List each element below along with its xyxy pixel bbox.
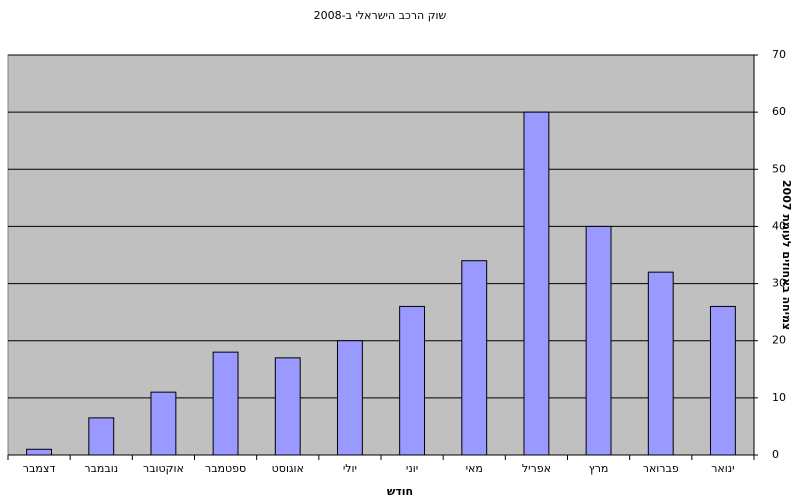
y-tick-label: 30 (772, 277, 786, 290)
bar (461, 260, 488, 456)
y-tick-label: 10 (772, 391, 786, 404)
bar (212, 351, 239, 456)
x-tick-label: אוקטובר (143, 462, 184, 475)
bar (88, 417, 115, 456)
x-tick-label: אוגוסט (272, 462, 304, 475)
x-tick-label: ספטמבר (205, 462, 246, 475)
y-tick-label: 20 (772, 334, 786, 347)
x-tick-label: מאי (466, 462, 483, 475)
chart-title: שוק הרכב הישראלי ב-2008 (314, 9, 447, 22)
y-axis-label: צמיחה באחוזים לעומת 2007 (780, 180, 793, 330)
bar (150, 391, 177, 456)
bar (26, 448, 53, 456)
x-tick-label: אפריל (522, 462, 551, 475)
y-tick-label: 40 (772, 219, 786, 232)
y-tick-label: 60 (772, 105, 786, 118)
bar (274, 357, 301, 456)
x-tick-label: יולי (343, 462, 357, 475)
x-tick-label: נובמבר (84, 462, 118, 475)
bar (647, 271, 674, 456)
y-tick-label: 50 (772, 162, 786, 175)
bar (709, 305, 736, 456)
x-tick-label: יוני (406, 462, 418, 475)
bar (585, 225, 612, 456)
y-tick-label: 0 (772, 448, 779, 461)
x-tick-label: ינואר (711, 462, 734, 475)
y-tick-label: 70 (772, 48, 786, 61)
bar (523, 111, 550, 456)
x-tick-label: מרץ (589, 462, 609, 475)
x-axis-label: חודש (387, 485, 413, 498)
plot-area (7, 54, 755, 456)
x-tick-label: פברואר (643, 462, 679, 475)
x-tick-label: דצמבר (23, 462, 56, 475)
bar (336, 340, 363, 456)
bar (399, 305, 426, 456)
